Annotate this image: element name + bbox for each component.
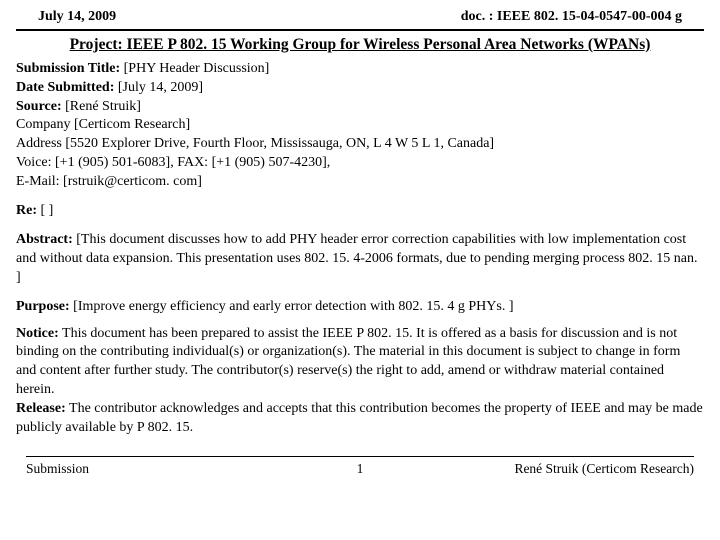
date-submitted-line: Date Submitted: [July 14, 2009] xyxy=(16,79,704,98)
notice-label: Notice: xyxy=(16,326,59,341)
header-docnum: doc. : IEEE 802. 15-04-0547-00-004 g xyxy=(461,8,682,27)
date-submitted-label: Date Submitted: xyxy=(16,80,114,95)
submission-title-line: Submission Title: [PHY Header Discussion… xyxy=(16,60,704,79)
abstract-section: Abstract: [This document discusses how t… xyxy=(16,231,704,288)
footer-row: Submission 1 René Struik (Certicom Resea… xyxy=(26,456,694,478)
date-submitted-value: [July 14, 2009] xyxy=(114,80,203,95)
re-value: [ ] xyxy=(37,203,53,218)
re-section: Re: [ ] xyxy=(16,202,704,221)
purpose-section: Purpose: [Improve energy efficiency and … xyxy=(16,298,704,317)
notice-release-section: Notice: This document has been prepared … xyxy=(16,325,704,438)
source-value: [René Struik] xyxy=(62,99,141,114)
re-label: Re: xyxy=(16,203,37,218)
header-date: July 14, 2009 xyxy=(38,8,116,27)
release-value: The contributor acknowledges and accepts… xyxy=(16,401,703,435)
release-label: Release: xyxy=(16,401,66,416)
footer-left: Submission xyxy=(26,460,249,478)
abstract-value: [This document discusses how to add PHY … xyxy=(16,232,697,285)
project-title: Project: IEEE P 802. 15 Working Group fo… xyxy=(16,35,704,56)
submission-title-label: Submission Title: xyxy=(16,61,120,76)
document-page: July 14, 2009 doc. : IEEE 802. 15-04-054… xyxy=(0,0,720,486)
purpose-value: [Improve energy efficiency and early err… xyxy=(70,299,514,314)
abstract-label: Abstract: xyxy=(16,232,73,247)
footer-right: René Struik (Certicom Research) xyxy=(471,460,694,478)
submission-title-value: [PHY Header Discussion] xyxy=(120,61,269,76)
fields-block: Submission Title: [PHY Header Discussion… xyxy=(16,60,704,192)
email-line: E-Mail: [rstruik@certicom. com] xyxy=(16,173,704,192)
footer-page-number: 1 xyxy=(249,460,472,478)
purpose-label: Purpose: xyxy=(16,299,70,314)
company-line: Company [Certicom Research] xyxy=(16,116,704,135)
header-row: July 14, 2009 doc. : IEEE 802. 15-04-054… xyxy=(16,8,704,31)
address-line: Address [5520 Explorer Drive, Fourth Flo… xyxy=(16,135,704,154)
source-label: Source: xyxy=(16,99,62,114)
source-line: Source: [René Struik] xyxy=(16,98,704,117)
voice-line: Voice: [+1 (905) 501-6083], FAX: [+1 (90… xyxy=(16,154,704,173)
notice-value: This document has been prepared to assis… xyxy=(16,326,680,398)
